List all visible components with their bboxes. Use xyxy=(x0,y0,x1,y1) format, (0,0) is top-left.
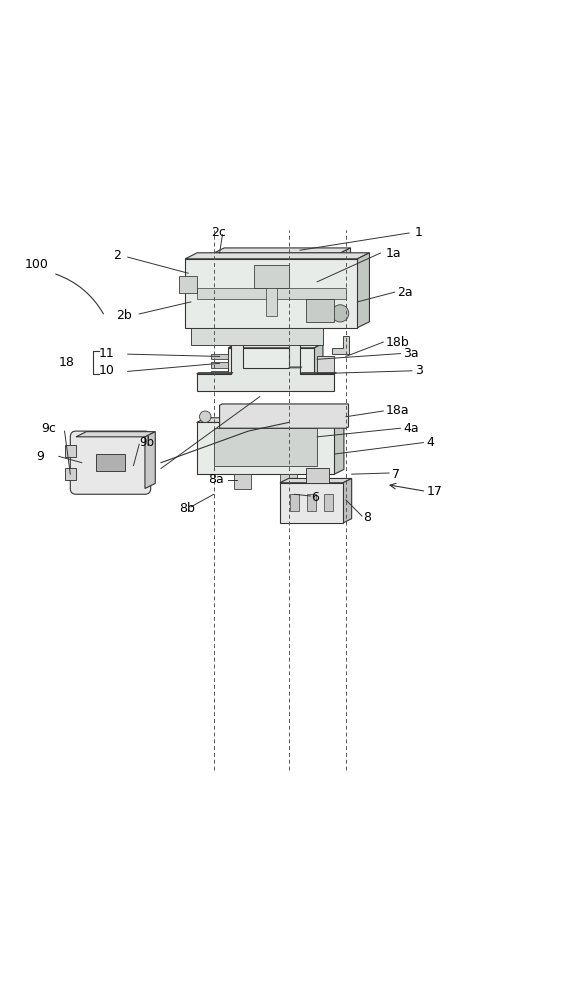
Polygon shape xyxy=(314,344,323,388)
Polygon shape xyxy=(234,474,251,489)
Text: 2: 2 xyxy=(113,249,121,262)
Text: 8: 8 xyxy=(363,511,371,524)
Text: 4a: 4a xyxy=(403,422,419,435)
Polygon shape xyxy=(214,248,350,253)
Polygon shape xyxy=(300,373,336,374)
Text: 18: 18 xyxy=(59,356,74,369)
Polygon shape xyxy=(306,299,335,322)
Text: 1: 1 xyxy=(415,226,423,239)
Text: 11: 11 xyxy=(99,347,115,360)
Text: 100: 100 xyxy=(24,258,48,271)
Text: 3a: 3a xyxy=(403,347,419,360)
Polygon shape xyxy=(220,404,349,428)
Polygon shape xyxy=(343,478,351,523)
Text: 2b: 2b xyxy=(116,309,132,322)
Polygon shape xyxy=(254,270,300,299)
Polygon shape xyxy=(357,253,369,328)
Polygon shape xyxy=(228,344,323,348)
Polygon shape xyxy=(307,494,316,511)
Polygon shape xyxy=(214,428,317,466)
Polygon shape xyxy=(197,418,344,422)
FancyBboxPatch shape xyxy=(70,431,151,494)
Text: 8b: 8b xyxy=(179,502,195,515)
Polygon shape xyxy=(288,367,302,368)
Polygon shape xyxy=(197,328,335,391)
Text: 7: 7 xyxy=(392,468,400,481)
Polygon shape xyxy=(214,253,340,311)
Text: 18a: 18a xyxy=(386,404,410,417)
Polygon shape xyxy=(179,276,197,293)
Polygon shape xyxy=(280,474,297,489)
Polygon shape xyxy=(332,336,349,354)
Polygon shape xyxy=(353,273,365,285)
Text: 3: 3 xyxy=(415,364,423,377)
Text: 17: 17 xyxy=(426,485,442,498)
Polygon shape xyxy=(197,373,233,374)
Text: 10: 10 xyxy=(99,364,115,377)
Polygon shape xyxy=(191,328,323,345)
Polygon shape xyxy=(200,270,214,293)
Text: 9c: 9c xyxy=(42,422,57,435)
Polygon shape xyxy=(290,494,299,511)
Polygon shape xyxy=(65,468,76,480)
Text: 9b: 9b xyxy=(139,436,154,449)
Text: 2c: 2c xyxy=(211,226,226,239)
Text: 6: 6 xyxy=(312,491,319,504)
Text: 18b: 18b xyxy=(386,336,410,349)
Polygon shape xyxy=(197,288,346,299)
Polygon shape xyxy=(76,432,155,437)
Circle shape xyxy=(200,411,211,422)
Text: 9: 9 xyxy=(36,450,44,463)
Circle shape xyxy=(332,305,349,322)
Polygon shape xyxy=(185,259,357,328)
Polygon shape xyxy=(280,483,343,523)
Polygon shape xyxy=(96,454,125,471)
Polygon shape xyxy=(280,478,351,483)
Polygon shape xyxy=(265,270,277,316)
Text: 2a: 2a xyxy=(398,286,413,299)
Polygon shape xyxy=(317,356,335,379)
Polygon shape xyxy=(228,348,314,388)
Polygon shape xyxy=(197,422,335,474)
Polygon shape xyxy=(185,253,369,259)
Polygon shape xyxy=(211,362,228,368)
Text: 8a: 8a xyxy=(208,473,224,486)
Polygon shape xyxy=(335,418,344,474)
Polygon shape xyxy=(145,432,155,489)
Polygon shape xyxy=(306,468,329,483)
Text: 4: 4 xyxy=(426,436,434,449)
Polygon shape xyxy=(324,494,334,511)
Polygon shape xyxy=(211,371,228,377)
Polygon shape xyxy=(254,265,288,288)
Text: 1a: 1a xyxy=(386,247,402,260)
Polygon shape xyxy=(211,354,228,359)
Polygon shape xyxy=(340,248,350,311)
Polygon shape xyxy=(65,445,76,457)
